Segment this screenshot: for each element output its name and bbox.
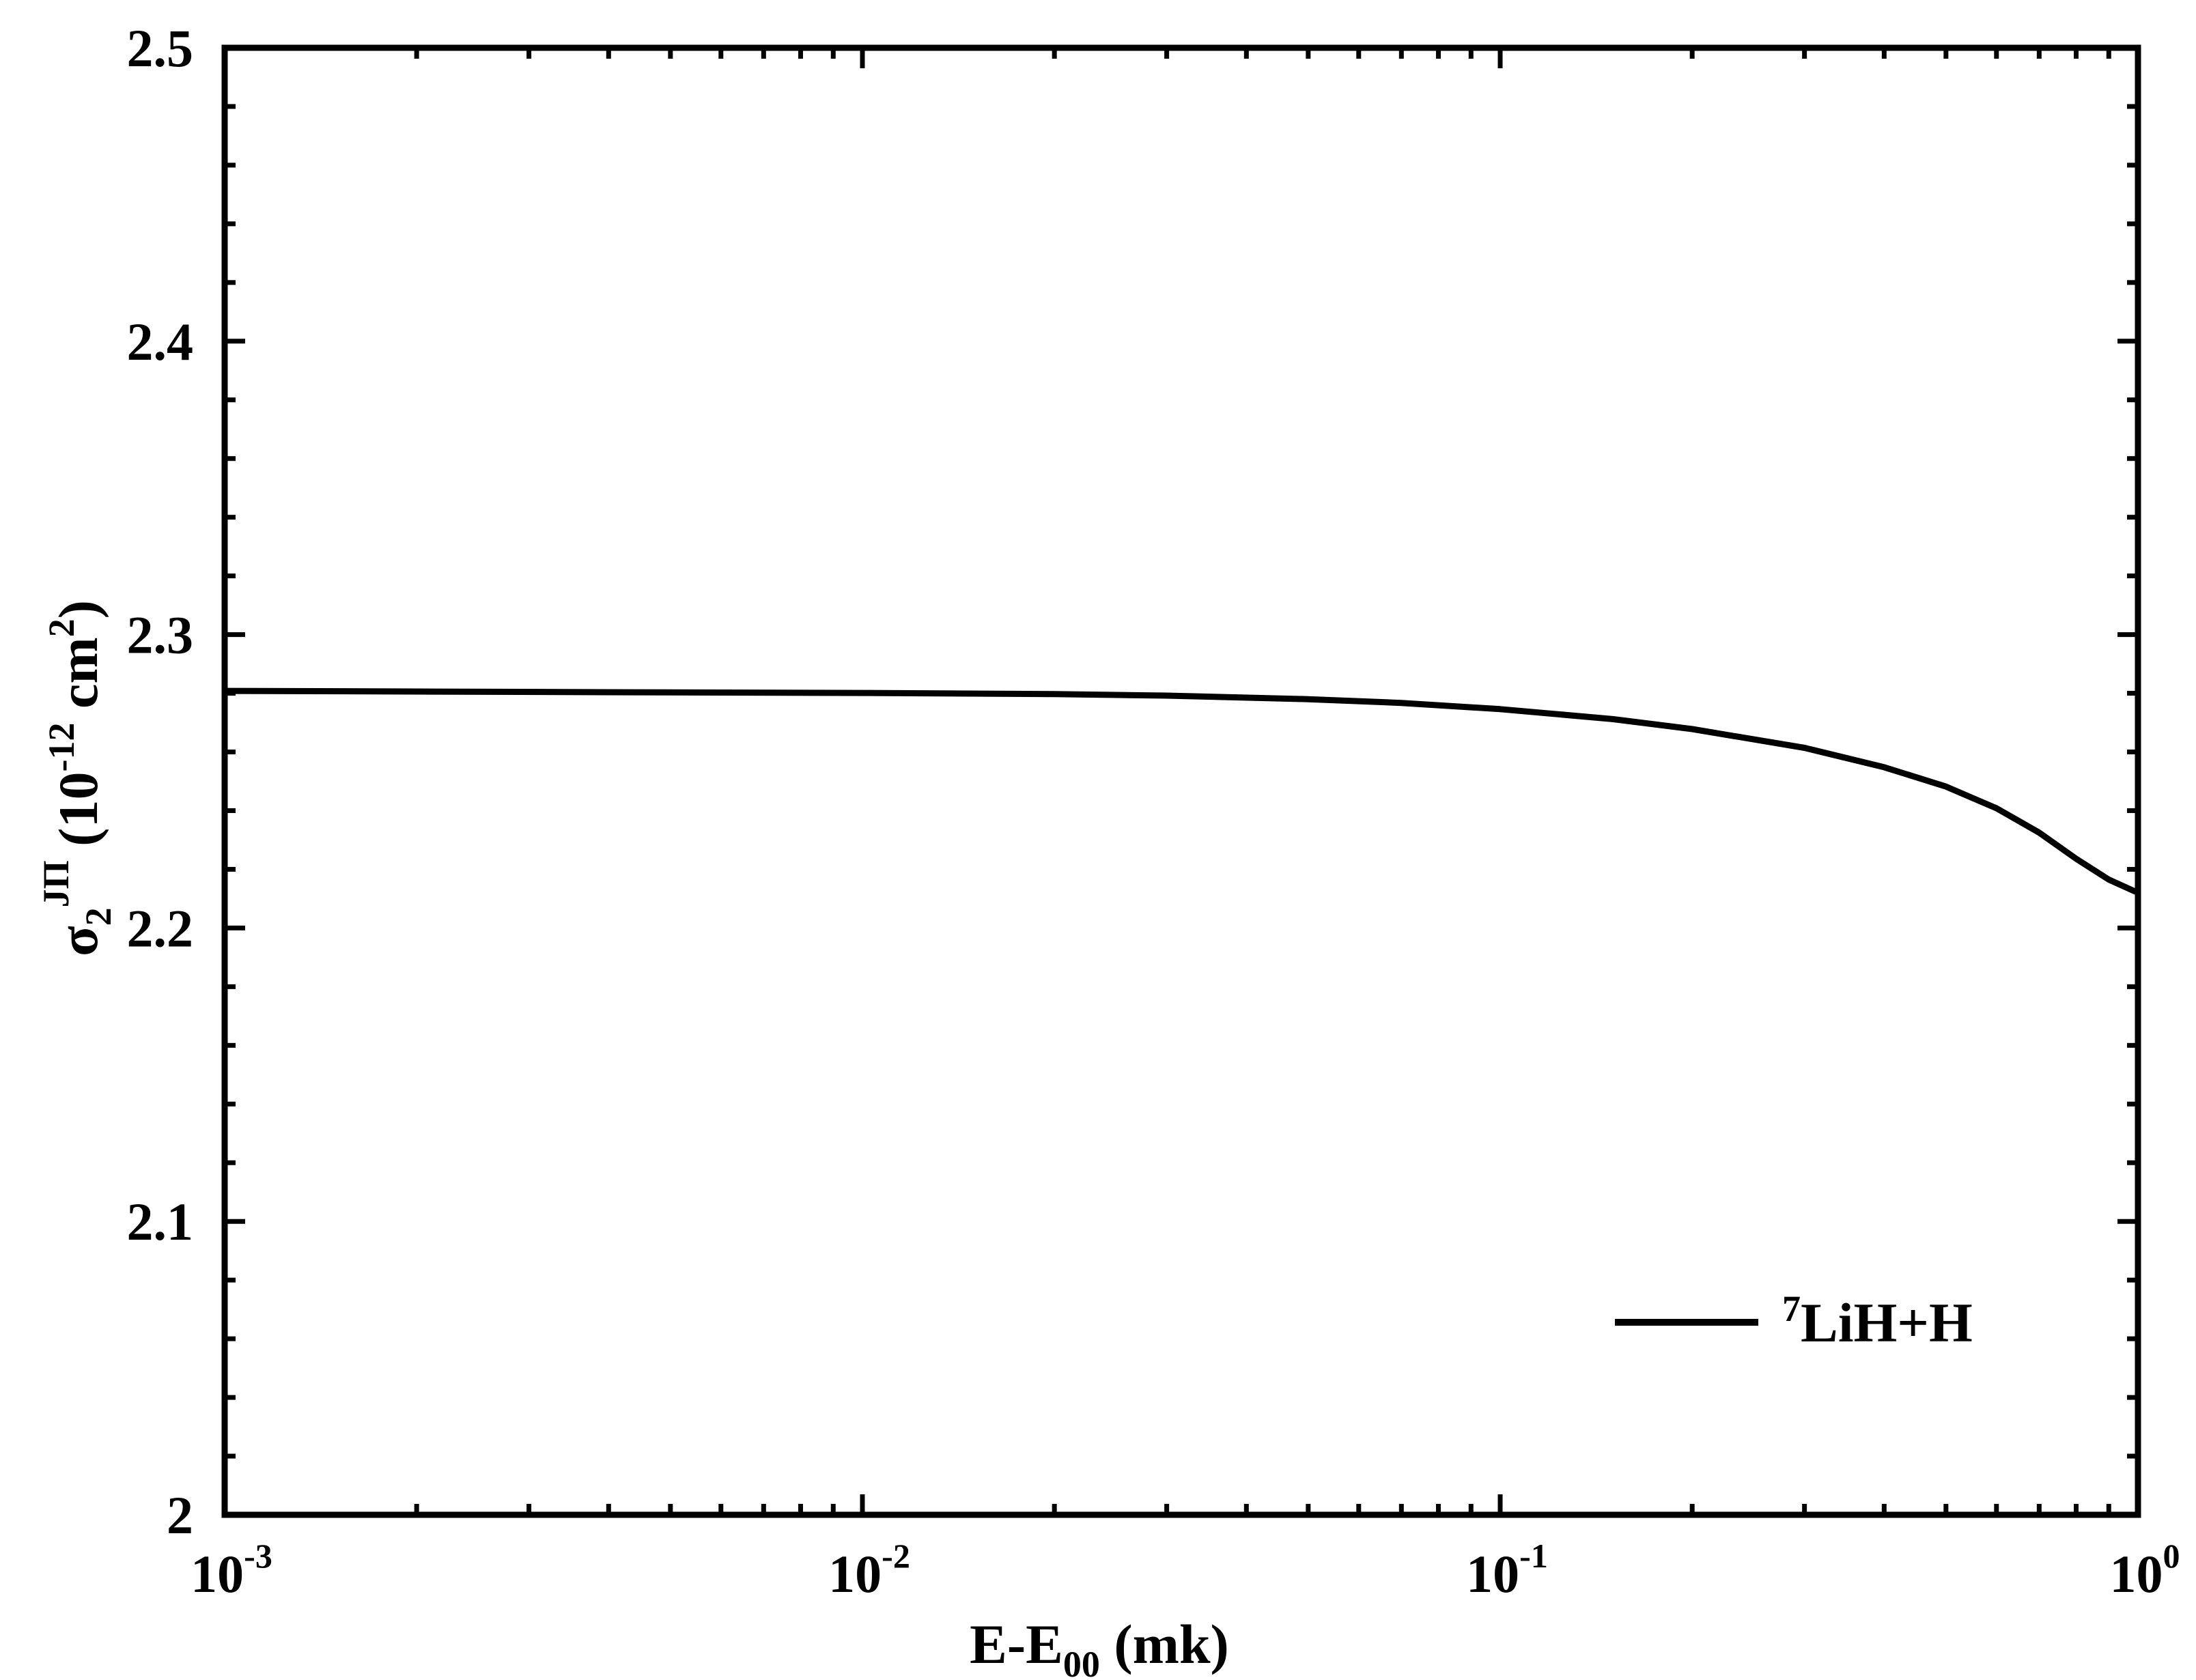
y-axis-title: σ2JΠ (10-12 cm2) [36, 600, 119, 956]
x-axis-title-sub: 00 [1063, 1644, 1100, 1680]
y-axis-title-unit-c: ) [47, 600, 109, 618]
y-tick-label: 2 [167, 1485, 193, 1545]
x-tick-label-exponent: -1 [1519, 1537, 1548, 1575]
plot-frame [221, 44, 2141, 1518]
x-tick-label-exponent: -2 [882, 1537, 910, 1575]
legend: 7LiH+H [1615, 1288, 1973, 1354]
x-axis-title-main: E-E [970, 1613, 1063, 1675]
y-axis-title-unit-b: cm [47, 637, 109, 722]
y-axis-title-sup: JΠ [36, 860, 76, 907]
y-tick-label: 2.3 [127, 606, 194, 665]
legend-label: 7LiH+H [1782, 1288, 1973, 1354]
x-axis-title-rest: (mk) [1100, 1613, 1229, 1675]
x-tick-labels: 10-3 10-2 10-1 100 [191, 1537, 2180, 1604]
x-tick-label-base: 10 [2110, 1544, 2163, 1604]
x-tick-label-exponent: 0 [2163, 1537, 2180, 1575]
x-tick-label-base: 10 [191, 1544, 244, 1604]
y-axis-title-unit-sup2: 2 [41, 618, 82, 637]
x-tick-label-base: 10 [828, 1544, 882, 1604]
y-tick-label: 2.1 [127, 1192, 194, 1251]
x-tick-label-base: 10 [1466, 1544, 1519, 1604]
y-axis-title-symbol: σ [47, 926, 109, 956]
legend-label-sup: 7 [1782, 1288, 1801, 1329]
y-tick-labels: 2 2.1 2.2 2.3 2.4 2.5 [127, 18, 194, 1545]
y-tick-label: 2.2 [127, 898, 194, 958]
y-axis-title-unit-a: (10 [47, 772, 109, 861]
x-tick-label: 100 [2110, 1537, 2180, 1604]
x-axis-title: E-E00 (mk) [970, 1613, 1229, 1680]
y-axis-title-unit-sup1: -12 [41, 723, 82, 772]
x-tick-label: 10-3 [191, 1537, 272, 1604]
x-tick-label: 10-2 [828, 1537, 910, 1604]
y-tick-label: 2.5 [127, 18, 194, 78]
y-axis-title-sub: 2 [78, 907, 119, 926]
x-tick-label-exponent: -3 [244, 1537, 272, 1575]
y-tick-label: 2.4 [127, 312, 194, 371]
x-tick-label: 10-1 [1466, 1537, 1548, 1604]
legend-label-text: LiH+H [1801, 1292, 1973, 1354]
series-line-7LiH+H [221, 687, 2141, 896]
